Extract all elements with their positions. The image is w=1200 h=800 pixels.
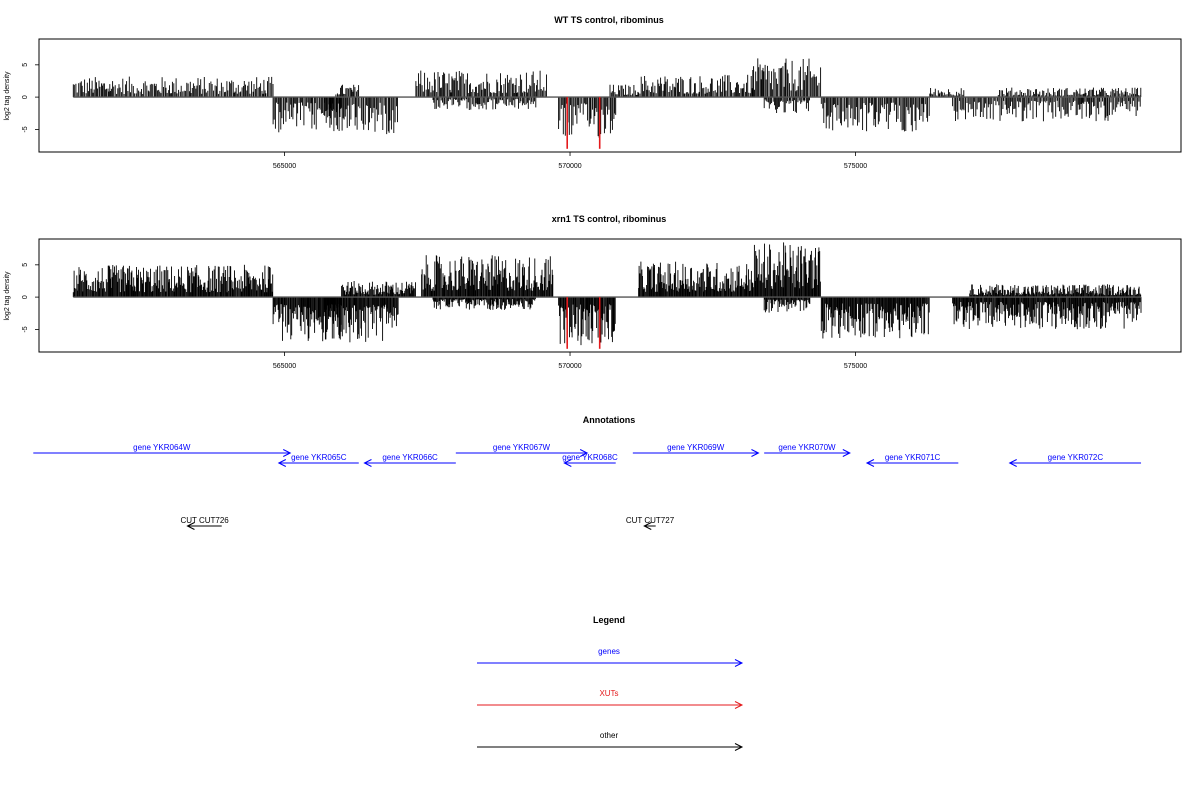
- gene-arrow-head: [579, 449, 589, 457]
- wt-track-panel: WT TS control, ribominus log2 tag densit…: [4, 15, 1182, 170]
- gene-label: gene YKR072C: [1048, 453, 1104, 462]
- wt-signal-bars: [72, 58, 1142, 149]
- xrn1-y-axis-label: log2 tag density: [4, 271, 11, 321]
- xrn1-track-title: xrn1 TS control, ribominus: [552, 214, 667, 224]
- gene-label: gene YKR068C: [562, 453, 618, 462]
- gene-label: gene YKR071C: [885, 453, 941, 462]
- gene-arrow-head: [751, 449, 760, 457]
- other-label: CUT CUT727: [626, 516, 675, 525]
- legend-panel: Legend genes XUTs other: [477, 615, 744, 751]
- gene-label: gene YKR070W: [778, 443, 836, 452]
- legend-arrow-head: [734, 743, 744, 751]
- x-tick-label: 565000: [273, 363, 296, 370]
- legend-title: Legend: [593, 615, 625, 625]
- y-tick-label: 0: [22, 295, 29, 299]
- legend-items: genes XUTs other: [477, 647, 744, 751]
- other-label: CUT CUT726: [180, 516, 229, 525]
- y-tick-label: 0: [22, 95, 29, 99]
- y-tick-label: 5: [22, 63, 29, 67]
- legend-arrow-head: [734, 701, 744, 709]
- gene-label: gene YKR067W: [493, 443, 551, 452]
- x-tick-label: 570000: [558, 363, 581, 370]
- gene-label: gene YKR064W: [133, 443, 191, 452]
- wt-axes: 5 0 -5 565000 570000 575000: [22, 63, 867, 170]
- legend-label: XUTs: [599, 689, 618, 698]
- gene-label: gene YKR065C: [291, 453, 347, 462]
- wt-plot-frame: [38, 38, 1182, 153]
- other-annotations: CUT CUT726 CUT CUT727: [180, 516, 675, 530]
- gene-arrow-head: [842, 449, 851, 457]
- wt-y-axis-label: log2 tag density: [4, 71, 11, 121]
- gene-annotations: gene YKR064W gene YKR065C gene YKR066C gene…: [33, 443, 1142, 467]
- gene-arrow-head: [1008, 459, 1017, 467]
- y-tick-label: -5: [22, 126, 29, 132]
- gene-label: gene YKR066C: [382, 453, 438, 462]
- gene-arrow-head: [277, 459, 287, 467]
- x-tick-label: 570000: [558, 163, 581, 170]
- legend-label: other: [600, 731, 619, 740]
- other-arrow-head: [643, 522, 652, 530]
- gene-arrow-head: [563, 459, 572, 467]
- legend-label: genes: [598, 647, 620, 656]
- wt-track-title: WT TS control, ribominus: [554, 15, 664, 25]
- x-tick-label: 565000: [273, 163, 296, 170]
- gene-arrow-head: [865, 459, 875, 467]
- xrn1-axes: 5 0 -5 565000 570000 575000: [22, 263, 867, 370]
- gene-arrow-head: [363, 459, 372, 467]
- y-tick-label: -5: [22, 326, 29, 332]
- other-arrow-head: [186, 522, 195, 530]
- xrn1-signal-bars: [72, 242, 1142, 349]
- x-tick-label: 575000: [844, 163, 867, 170]
- xrn1-plot-frame: [38, 238, 1182, 353]
- legend-arrow-head: [734, 659, 744, 667]
- xrn1-track-panel: xrn1 TS control, ribominus log2 tag dens…: [4, 214, 1182, 370]
- annotations-title: Annotations: [583, 415, 636, 425]
- gene-label: gene YKR069W: [667, 443, 725, 452]
- gene-arrow-head: [283, 449, 292, 457]
- x-tick-label: 575000: [844, 363, 867, 370]
- y-tick-label: 5: [22, 263, 29, 267]
